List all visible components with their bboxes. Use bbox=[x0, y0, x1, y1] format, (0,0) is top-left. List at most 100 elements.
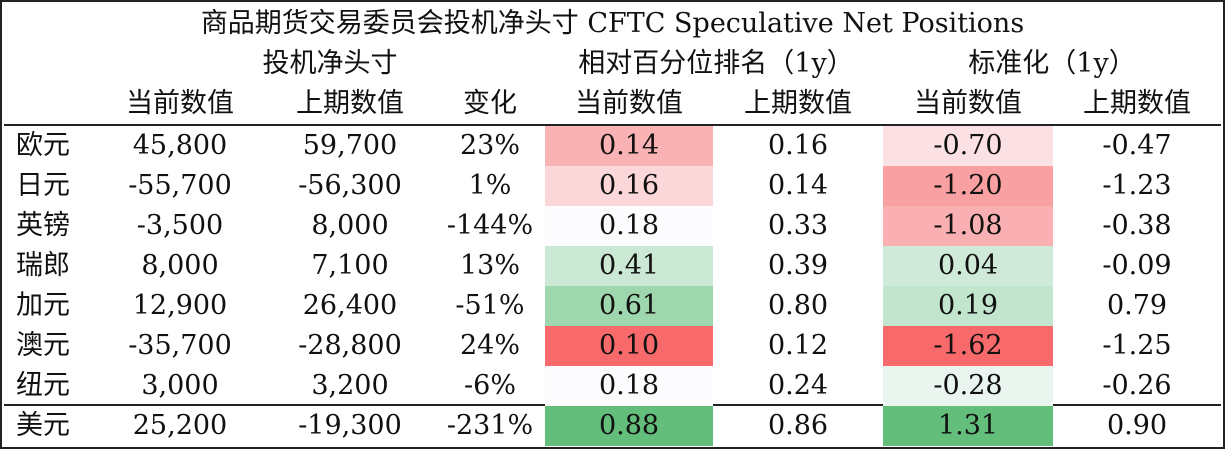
cell-std-previous: -0.26 bbox=[1102, 370, 1172, 401]
heatmap-cell-std bbox=[883, 166, 1053, 206]
heatmap-cell-pct bbox=[545, 126, 713, 166]
cell-std-current: -1.08 bbox=[933, 210, 1003, 241]
table-row: 美元 25,200 -19,300 -231% 0.88 0.86 1.31 0.90 bbox=[0, 406, 1225, 446]
row-label: 美元 bbox=[16, 410, 70, 441]
cell-change: 13% bbox=[459, 250, 520, 281]
cell-net-current: 3,000 bbox=[141, 370, 219, 401]
cell-pct-previous: 0.24 bbox=[767, 370, 829, 401]
cell-std-current: -0.70 bbox=[933, 130, 1003, 161]
cell-pct-current: 0.18 bbox=[598, 210, 660, 241]
cell-net-previous: 8,000 bbox=[311, 210, 389, 241]
col-header-change: 变化 bbox=[463, 88, 517, 119]
cell-pct-previous: 0.12 bbox=[767, 330, 829, 361]
col-header-std-previous: 上期数值 bbox=[1083, 88, 1191, 119]
cell-net-current: 45,800 bbox=[132, 130, 228, 161]
table-row: 纽元 3,000 3,200 -6% 0.18 0.24 -0.28 -0.26 bbox=[0, 366, 1225, 406]
heatmap-cell-pct bbox=[545, 246, 713, 286]
row-label: 英镑 bbox=[16, 210, 70, 241]
cell-std-previous: -0.47 bbox=[1102, 130, 1172, 161]
table-row: 欧元 45,800 59,700 23% 0.14 0.16 -0.70 -0.47 bbox=[0, 126, 1225, 166]
row-label: 纽元 bbox=[16, 370, 70, 401]
cell-net-current: -55,700 bbox=[128, 170, 232, 201]
cell-pct-current: 0.41 bbox=[598, 250, 660, 281]
col-header-std-current: 当前数值 bbox=[914, 88, 1022, 119]
col-header-net-previous: 上期数值 bbox=[296, 88, 404, 119]
cell-std-previous: -1.23 bbox=[1102, 170, 1172, 201]
table-row: 日元 -55,700 -56,300 1% 0.16 0.14 -1.20 -1.23 bbox=[0, 166, 1225, 206]
col-header-pct-previous: 上期数值 bbox=[744, 88, 852, 119]
cell-net-previous: -28,800 bbox=[298, 330, 402, 361]
cell-net-previous: -56,300 bbox=[298, 170, 402, 201]
cell-std-previous: -0.09 bbox=[1102, 250, 1172, 281]
cell-std-previous: -1.25 bbox=[1102, 330, 1172, 361]
group-header-standardized: 标准化（1y） bbox=[968, 48, 1136, 79]
cell-net-current: -35,700 bbox=[128, 330, 232, 361]
cell-pct-current: 0.61 bbox=[598, 290, 660, 321]
heatmap-cell-std bbox=[883, 406, 1053, 446]
row-label: 瑞郎 bbox=[16, 250, 70, 281]
heatmap-cell-std bbox=[883, 366, 1053, 406]
heatmap-cell-pct bbox=[545, 326, 713, 366]
heatmap-cell-pct bbox=[545, 206, 713, 246]
row-label: 加元 bbox=[16, 290, 70, 321]
cell-pct-previous: 0.14 bbox=[767, 170, 829, 201]
cell-change: 1% bbox=[468, 170, 512, 201]
cell-pct-current: 0.14 bbox=[598, 130, 660, 161]
cell-pct-current: 0.18 bbox=[598, 370, 660, 401]
cell-std-current: 0.19 bbox=[937, 290, 999, 321]
cell-pct-previous: 0.33 bbox=[767, 210, 829, 241]
heatmap-cell-std bbox=[883, 126, 1053, 166]
table-row: 英镑 -3,500 8,000 -144% 0.18 0.33 -1.08 -0.38 bbox=[0, 206, 1225, 246]
table-row: 加元 12,900 26,400 -51% 0.61 0.80 0.19 0.79 bbox=[0, 286, 1225, 326]
heatmap-cell-std bbox=[883, 206, 1053, 246]
heatmap-cell-pct bbox=[545, 366, 713, 406]
cell-pct-previous: 0.16 bbox=[767, 130, 829, 161]
cell-change: -144% bbox=[446, 210, 534, 241]
cell-net-current: 12,900 bbox=[132, 290, 228, 321]
cell-std-current: 0.04 bbox=[937, 250, 999, 281]
col-header-pct-current: 当前数值 bbox=[575, 88, 683, 119]
cell-change: 23% bbox=[459, 130, 520, 161]
row-label: 澳元 bbox=[16, 330, 70, 361]
table-row: 澳元 -35,700 -28,800 24% 0.10 0.12 -1.62 -1.25 bbox=[0, 326, 1225, 366]
cell-pct-previous: 0.39 bbox=[767, 250, 829, 281]
cell-net-previous: -19,300 bbox=[298, 410, 402, 441]
cell-pct-current: 0.16 bbox=[598, 170, 660, 201]
cell-std-current: -1.62 bbox=[933, 330, 1003, 361]
heatmap-cell-pct bbox=[545, 406, 713, 446]
cell-std-current: 1.31 bbox=[937, 410, 999, 441]
cell-std-previous: 0.90 bbox=[1106, 410, 1168, 441]
cell-net-current: 25,200 bbox=[132, 410, 228, 441]
cell-pct-current: 0.10 bbox=[598, 330, 660, 361]
cell-net-current: 8,000 bbox=[141, 250, 219, 281]
heatmap-cell-std bbox=[883, 246, 1053, 286]
heatmap-cell-pct bbox=[545, 286, 713, 326]
cell-net-previous: 3,200 bbox=[311, 370, 389, 401]
cell-change: -51% bbox=[455, 290, 525, 321]
table-row: 瑞郎 8,000 7,100 13% 0.41 0.39 0.04 -0.09 bbox=[0, 246, 1225, 286]
cell-pct-previous: 0.86 bbox=[767, 410, 829, 441]
cell-change: -231% bbox=[446, 410, 534, 441]
cell-std-previous: -0.38 bbox=[1102, 210, 1172, 241]
cell-std-current: -0.28 bbox=[933, 370, 1003, 401]
heatmap-cell-std bbox=[883, 326, 1053, 366]
cell-change: 24% bbox=[459, 330, 520, 361]
cell-std-previous: 0.79 bbox=[1106, 290, 1168, 321]
cell-net-previous: 59,700 bbox=[302, 130, 398, 161]
heatmap-cell-std bbox=[883, 286, 1053, 326]
cell-change: -6% bbox=[464, 370, 516, 401]
table-title: 商品期货交易委员会投机净头寸 CFTC Speculative Net Posi… bbox=[200, 8, 1025, 39]
row-label: 日元 bbox=[16, 170, 70, 201]
group-header-net-positions: 投机净头寸 bbox=[262, 48, 398, 79]
cell-pct-previous: 0.80 bbox=[767, 290, 829, 321]
cell-net-previous: 7,100 bbox=[311, 250, 389, 281]
heatmap-cell-pct bbox=[545, 166, 713, 206]
row-label: 欧元 bbox=[16, 130, 70, 161]
header-divider bbox=[4, 124, 1221, 126]
cell-net-current: -3,500 bbox=[136, 210, 224, 241]
col-header-net-current: 当前数值 bbox=[126, 88, 234, 119]
cell-std-current: -1.20 bbox=[933, 170, 1003, 201]
group-header-percentile-rank: 相对百分位排名（1y） bbox=[578, 48, 854, 79]
cell-pct-current: 0.88 bbox=[598, 410, 660, 441]
